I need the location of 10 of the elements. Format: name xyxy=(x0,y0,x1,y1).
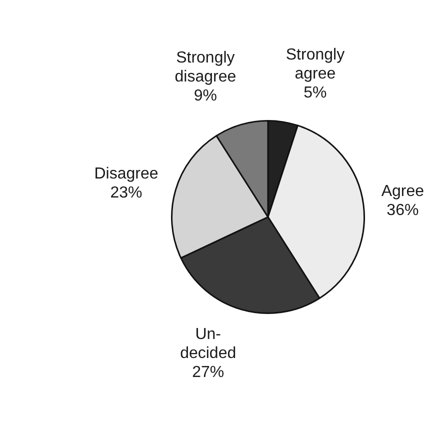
slice-label: Un-decided xyxy=(180,326,236,362)
data-label: 36% xyxy=(386,202,419,220)
data-label: 27% xyxy=(192,364,224,382)
data-label: 5% xyxy=(304,84,327,102)
slice-label: Strongly agree xyxy=(286,46,345,83)
slice-label: Strongly disagree xyxy=(174,50,236,86)
slice-label: Disagree xyxy=(94,166,158,183)
data-label: 23% xyxy=(110,184,142,202)
slice-label: Agree xyxy=(381,183,424,200)
data-label: 9% xyxy=(194,88,217,105)
